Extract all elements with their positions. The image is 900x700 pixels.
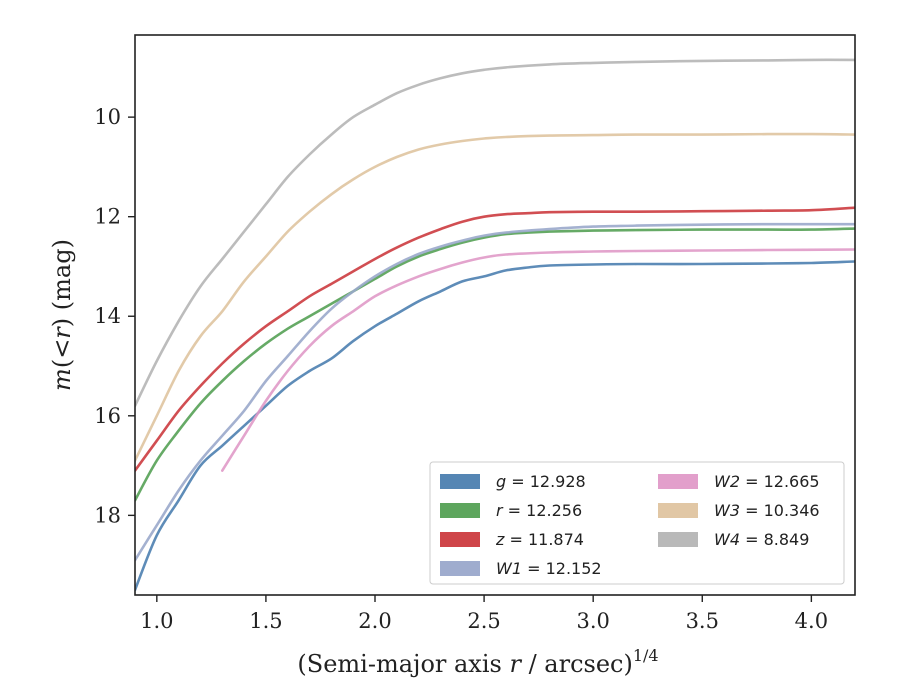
legend-swatch-w4: [658, 532, 698, 547]
y-tick-label: 16: [94, 404, 121, 428]
series-line-z: [135, 206, 855, 472]
y-tick-label: 12: [94, 205, 121, 229]
x-axis-label: (Semi-major axis r / arcsec)1/4: [297, 646, 658, 678]
legend-label-r: r = 12.256: [496, 501, 582, 520]
legend-swatch-w3: [658, 503, 698, 518]
legend-frame: [429, 461, 845, 585]
y-axis: 10 12 14 16 18: [94, 105, 135, 527]
legend-label-z: z = 11.874: [495, 530, 584, 549]
series-layer: [135, 58, 855, 592]
x-tick-label: 3.0: [576, 609, 609, 633]
x-tick-label: 1.0: [140, 609, 173, 633]
legend-swatch-w1: [440, 561, 480, 576]
x-tick-label: 1.5: [249, 609, 282, 633]
series-line-w1: [135, 222, 855, 562]
legend-label-w2: W2 = 12.665: [714, 472, 820, 491]
plot-frame: [134, 34, 856, 596]
legend-swatch-w2: [658, 474, 698, 489]
legend: g = 12.928 r = 12.256 z = 11.874 W1 = 12.15…: [429, 461, 845, 585]
x-tick-label: 4.0: [795, 609, 828, 633]
x-axis: 1.0 1.5 2.0 2.5 3.0 3.5 4.0: [140, 595, 828, 633]
legend-label-w1: W1 = 12.152: [496, 559, 602, 578]
legend-swatch-r: [440, 503, 480, 518]
legend-label-w3: W3 = 10.346: [714, 501, 820, 520]
series-line-w3: [135, 132, 855, 462]
series-line-w4: [135, 58, 855, 408]
x-tick-label: 2.5: [467, 609, 500, 633]
x-tick-label: 2.0: [358, 609, 391, 633]
series-line-w2: [221, 248, 855, 472]
legend-label-w4: W4 = 8.849: [714, 530, 809, 549]
series-line-r: [135, 227, 855, 502]
legend-swatch-g: [440, 474, 480, 489]
series-line-g: [135, 260, 855, 592]
y-tick-label: 10: [94, 105, 121, 129]
x-tick-label: 3.5: [686, 609, 719, 633]
legend-swatch-z: [440, 532, 480, 547]
y-tick-label: 14: [94, 304, 121, 328]
legend-label-g: g = 12.928: [496, 472, 586, 491]
y-axis-label: m(<r) (mag): [48, 239, 76, 391]
y-tick-label: 18: [94, 503, 121, 527]
